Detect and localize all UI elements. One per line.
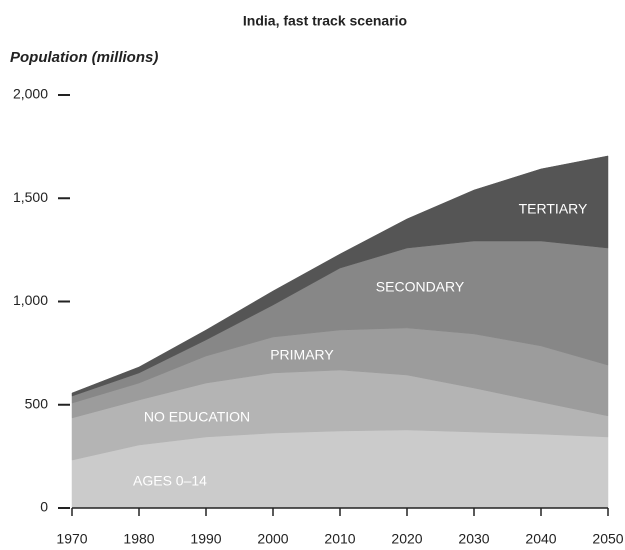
x-tick-label: 2040 — [525, 531, 556, 547]
area-label: PRIMARY — [270, 347, 334, 363]
area — [71, 155, 609, 397]
x-tick-label: 1980 — [123, 531, 154, 547]
y-axis-label: Population (millions) — [10, 49, 158, 66]
area-label: SECONDARY — [376, 279, 465, 295]
x-tick-label: 1990 — [190, 531, 221, 547]
area-label: NO EDUCATION — [144, 409, 250, 425]
area-label: TERTIARY — [519, 201, 588, 217]
y-tick-label: 500 — [25, 395, 49, 411]
x-tick-label: 2050 — [592, 531, 623, 547]
y-tick-label: 1,500 — [13, 189, 48, 205]
x-tick-label: 2010 — [324, 531, 355, 547]
x-tick-label: 1970 — [56, 531, 87, 547]
x-tick-label: 2020 — [391, 531, 422, 547]
area-label: AGES 0–14 — [133, 473, 207, 489]
x-tick-label: 2030 — [458, 531, 489, 547]
y-tick-label: 2,000 — [13, 86, 48, 102]
x-tick-label: 2000 — [257, 531, 288, 547]
chart-title: India, fast track scenario — [243, 13, 407, 29]
y-tick-label: 1,000 — [13, 292, 48, 308]
y-tick-label: 0 — [40, 499, 48, 515]
